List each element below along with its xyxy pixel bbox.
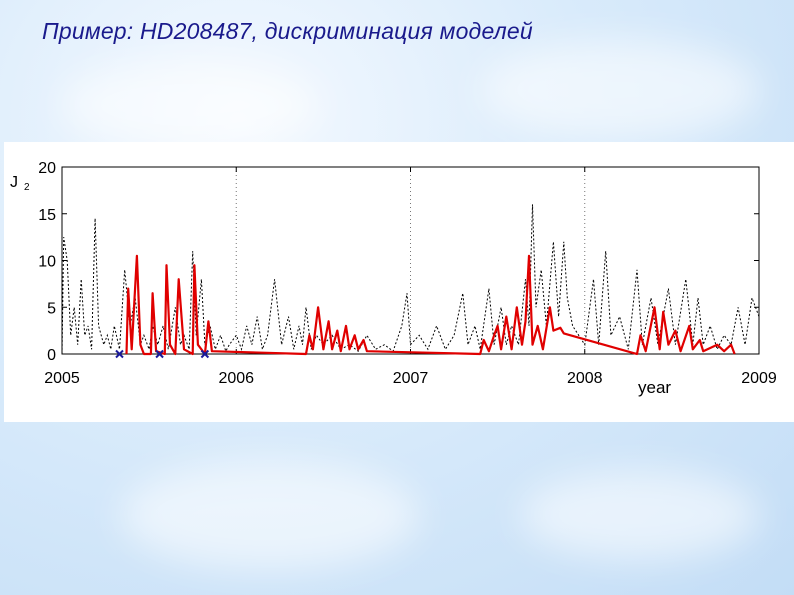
x-tick-label: 2007 [393,370,429,387]
baseline-x-marker [155,349,164,359]
x-tick-label: 2009 [741,370,777,387]
x-tick-label: 2006 [218,370,254,387]
baseline-x-marker [115,349,124,359]
y-tick-label: 15 [38,207,56,224]
series-line-red [125,254,736,356]
x-tick-label: 2005 [44,370,80,387]
background-cloud [60,60,320,150]
background-cloud [480,40,760,140]
background-cloud [520,470,760,560]
slide-title: Пример: HD208487, дискриминация моделей [42,18,533,44]
x-axis-label: year [638,378,671,397]
y-tick-label: 20 [38,160,56,177]
y-axis-label: J [10,174,18,191]
chart-panel: J 2 year 0 5 10 15 20 2005 2006 2007 2008 2009 [4,142,794,422]
y-tick-label: 5 [47,300,56,317]
j2-time-series-chart: J 2 year 0 5 10 15 20 2005 2006 2007 2008 2009 [10,160,777,397]
baseline-x-marker [200,349,210,359]
background-cloud [120,460,420,570]
y-tick-label: 0 [47,347,56,364]
y-axis-label-subscript: 2 [24,182,30,193]
series-line-dotted [61,204,760,355]
y-tick-label: 10 [38,254,56,271]
x-tick-label: 2008 [567,370,603,387]
